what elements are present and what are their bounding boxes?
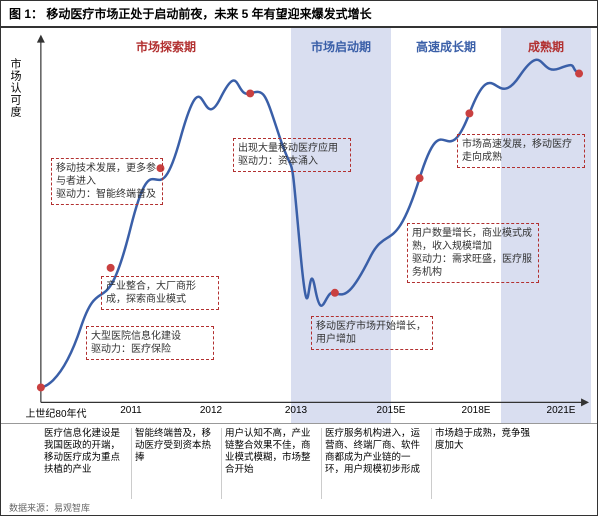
figure-container: 图 1： 移动医疗市场正处于启动前夜，未来 5 年有望迎来爆发式增长 市场认可度… [0,0,598,516]
timeline-column: 医疗信息化建设是我国医政的开端，移动医疗成为重点扶植的产业 [41,428,131,499]
phase-label: 成熟期 [501,38,591,55]
x-tick-label: 2013 [285,405,307,416]
x-tick-label: 上世纪80年代 [25,405,86,420]
y-axis-label: 市场认可度 [7,58,23,118]
annotation-box: 移动医疗市场开始增长，用户增加 [311,316,433,350]
annotation-box: 大型医院信息化建设驱动力：医疗保险 [86,326,214,360]
x-tick-label: 2018E [462,405,491,416]
annotation-box: 移动技术发展，更多参与者进入驱动力：智能终端普及 [51,158,163,205]
timeline-column: 医疗服务机构进入，运营商、终端厂商、软件商都成为产业链的一环，用户规模初步形成 [321,428,431,499]
timeline-column: 用户认知不高，产业链整合效果不佳，商业模式模糊，市场整合开始 [221,428,321,499]
figure-title: 图 1： 移动医疗市场正处于启动前夜，未来 5 年有望迎来爆发式增长 [1,1,597,28]
annotation-box: 出现大量移动医疗应用驱动力：资本涌入 [233,138,351,172]
phase-label: 市场启动期 [291,38,391,55]
phase-label: 高速成长期 [391,38,501,55]
x-axis-labels: 上世纪80年代 2011 2012 2013 2015E 2018E 2021E [1,405,597,419]
phase-background [41,28,291,423]
annotation-box: 产业整合，大厂商形成，探索商业模式 [101,276,219,310]
phase-label: 市场探索期 [41,38,291,55]
phase-background [291,28,391,423]
x-tick-label: 2012 [200,405,222,416]
timeline-column: 智能终端普及，移动医疗受到资本热捧 [131,428,221,499]
timeline-descriptions: 医疗信息化建设是我国医政的开端，移动医疗成为重点扶植的产业智能终端普及，移动医疗… [1,423,597,499]
timeline-column: 市场趋于成熟，竞争强度加大 [431,428,541,499]
annotation-box: 用户数量增长，商业模式成熟，收入规模增加驱动力：需求旺盛，医疗服务机构 [407,223,539,283]
x-tick-label: 2011 [120,405,142,416]
x-tick-label: 2021E [547,405,576,416]
data-source: 数据来源：易观智库 [1,499,597,516]
x-tick-label: 2015E [377,405,406,416]
chart-area: 市场认可度 市场探索期市场启动期高速成长期成熟期 移动技术发展，更多参与者进入驱… [1,28,597,423]
annotation-box: 市场高速发展，移动医疗走向成熟 [457,134,585,168]
